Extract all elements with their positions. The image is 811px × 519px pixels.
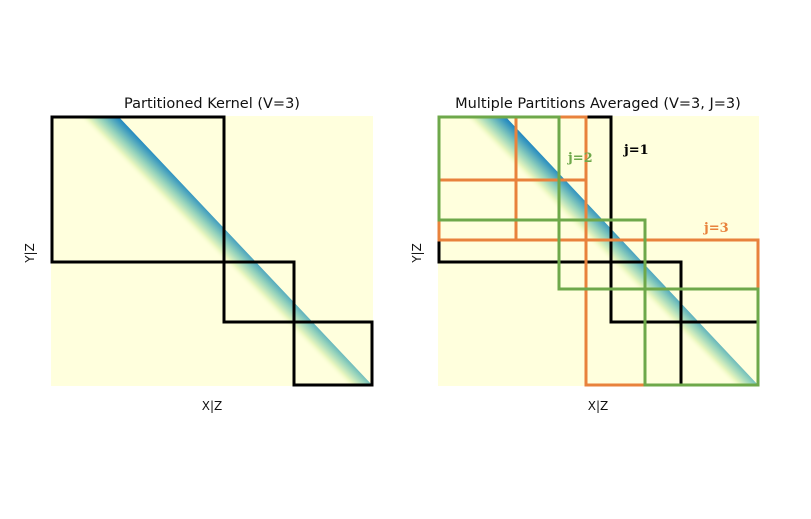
right-panel-title: Multiple Partitions Averaged (V=3, J=3) [455, 96, 741, 112]
right-panel: Multiple Partitions Averaged (V=3, J=3) … [410, 96, 760, 413]
right-diagonal-band [438, 116, 759, 386]
partition-label-j2: j=2 [567, 151, 593, 166]
right-kernel-heatmap [438, 116, 759, 386]
left-partition-block-3 [292, 320, 374, 387]
left-y-axis-label: Y|Z [23, 243, 37, 264]
left-partition-blocks [50, 115, 374, 387]
left-x-axis-label: X|Z [202, 399, 222, 413]
partition-j2-block-2 [557, 218, 647, 291]
left-partition-block-2 [222, 260, 296, 324]
left-panel: Partitioned Kernel (V=3) X|Z Y|Z [23, 96, 374, 413]
right-x-axis-label: X|Z [588, 399, 608, 413]
partition-label-j3: j=3 [703, 221, 729, 236]
left-partition-block-1 [50, 115, 226, 264]
partition-label-j1: j=1 [623, 143, 649, 158]
right-y-axis-label: Y|Z [410, 243, 424, 264]
partition-j2-blocks [437, 115, 760, 387]
left-panel-title: Partitioned Kernel (V=3) [124, 96, 300, 112]
partition-j2-block-3 [643, 287, 760, 387]
partition-j2-block-1 [437, 115, 561, 222]
